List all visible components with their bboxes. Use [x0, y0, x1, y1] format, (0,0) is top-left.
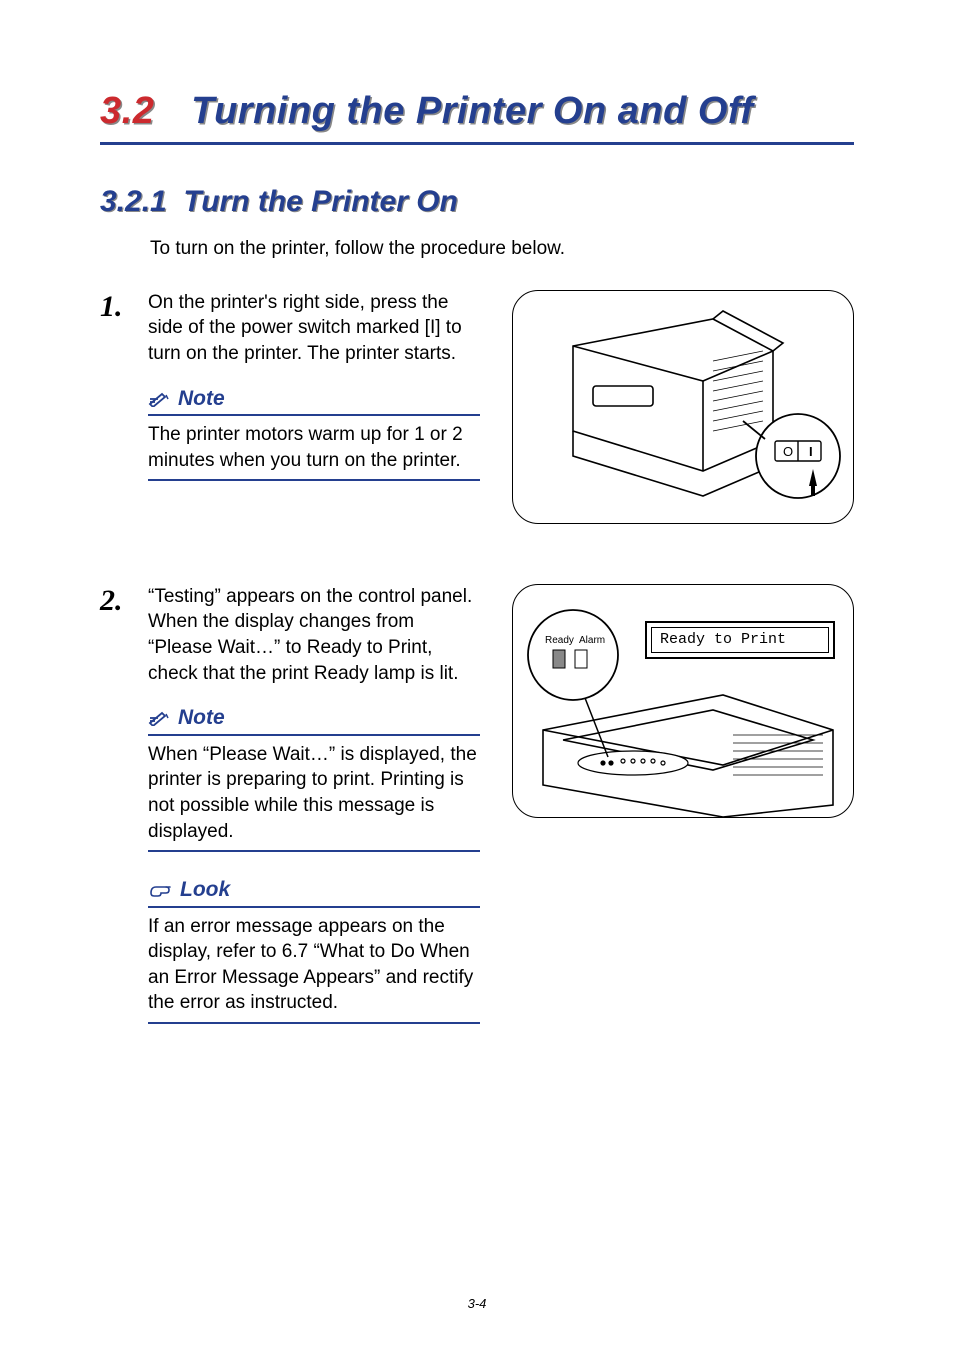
- section-heading: 3.2 Turning the Printer On and Off: [100, 90, 854, 134]
- step-number: 2.: [100, 584, 148, 618]
- subsection-heading: 3.2.1 Turn the Printer On: [100, 185, 854, 219]
- look-label: Look: [180, 876, 230, 904]
- step-1: 1. On the printer's right side, press th…: [100, 290, 854, 524]
- ready-lamp-label: Ready: [545, 635, 574, 646]
- note-body: When “Please Wait…” is displayed, the pr…: [148, 736, 480, 853]
- figure-printer-panel: Ready Alarm Ready to Print: [512, 584, 854, 818]
- step-body-text: On the printer's right side, press the s…: [148, 290, 480, 367]
- subsection-title: Turn the Printer On: [183, 185, 457, 218]
- switch-on-label: I: [809, 444, 813, 459]
- intro-text: To turn on the printer, follow the proce…: [150, 238, 854, 260]
- step-2: 2. “Testing” appears on the control pane…: [100, 584, 854, 1024]
- heading-rule: [100, 142, 854, 145]
- step-body-text: “Testing” appears on the control panel. …: [148, 584, 480, 687]
- section-number: 3.2: [100, 90, 180, 134]
- switch-off-label: O: [783, 444, 793, 459]
- note-heading: Note: [148, 704, 480, 735]
- section-title: Turning the Printer On and Off: [191, 90, 754, 132]
- pencil-icon: [148, 391, 170, 407]
- step-number: 1.: [100, 290, 148, 324]
- look-heading: Look: [148, 876, 480, 907]
- lcd-display: Ready to Print: [645, 621, 835, 659]
- page: 3.2 Turning the Printer On and Off 3.2.1…: [0, 0, 954, 1064]
- alarm-lamp-label: Alarm: [579, 635, 605, 646]
- look-body: If an error message appears on the displ…: [148, 908, 480, 1025]
- hand-point-icon: [148, 881, 172, 899]
- lcd-text: Ready to Print: [651, 627, 829, 653]
- note-heading: Note: [148, 385, 480, 416]
- note-body: The printer motors warm up for 1 or 2 mi…: [148, 416, 480, 481]
- step-text-column: On the printer's right side, press the s…: [148, 290, 480, 524]
- note-label: Note: [178, 704, 225, 732]
- note-label: Note: [178, 385, 225, 413]
- subsection-number: 3.2.1: [100, 185, 167, 218]
- step-text-column: “Testing” appears on the control panel. …: [148, 584, 480, 1024]
- pencil-icon: [148, 710, 170, 726]
- page-number: 3-4: [0, 1296, 954, 1311]
- figure-printer-power: O I: [512, 290, 854, 524]
